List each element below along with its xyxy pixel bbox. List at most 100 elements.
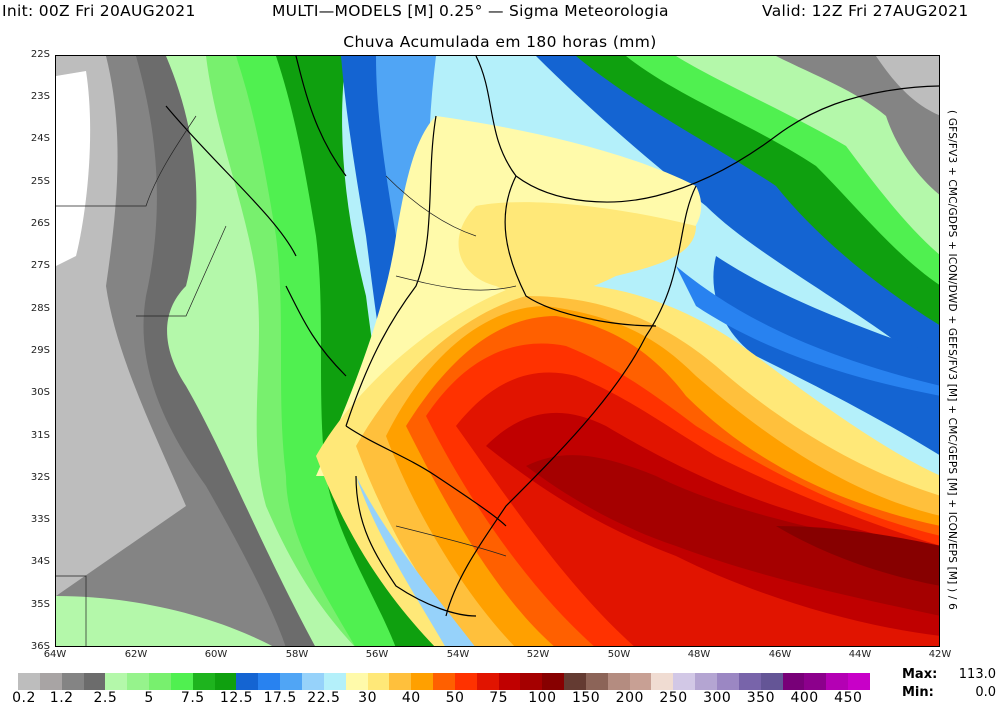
lat-label: 26S	[30, 218, 50, 229]
lon-label: 56W	[365, 649, 389, 660]
model-title: MULTI—MODELS [M] 0.25° — Sigma Meteorolo…	[272, 2, 669, 20]
init-time: Init: 00Z Fri 20AUG2021	[2, 2, 196, 20]
colorbar-label: 200	[615, 690, 644, 706]
colorbar-swatch	[345, 673, 368, 690]
lon-label: 62W	[124, 649, 148, 660]
colorbar-label: 150	[571, 690, 601, 706]
colorbar-label: 12.5	[219, 690, 254, 706]
colorbar-swatch	[476, 673, 499, 690]
lat-label: 23S	[30, 91, 50, 102]
colorbar-label: 7.5	[180, 690, 205, 706]
colorbar-label: 5	[144, 690, 154, 706]
lat-label: 27S	[30, 260, 50, 271]
colorbar-swatch	[433, 673, 455, 690]
colorbar-swatch	[498, 673, 521, 690]
colorbar-swatch	[454, 673, 477, 690]
chart-title: Chuva Acumulada em 180 horas (mm)	[343, 33, 657, 51]
colorbar-label: 75	[489, 690, 509, 706]
colorbar-swatch	[389, 673, 412, 690]
lon-label: 58W	[285, 649, 309, 660]
colorbar-label: 40	[401, 690, 421, 706]
colorbar-swatch	[192, 673, 215, 690]
colorbar-swatch	[782, 673, 805, 690]
colorbar-swatch	[607, 673, 630, 690]
lat-label: 24S	[30, 133, 50, 144]
lat-label: 25S	[30, 176, 50, 187]
colorbar-swatch	[170, 673, 193, 690]
lon-label: 54W	[446, 649, 470, 660]
lon-label: 64W	[43, 649, 67, 660]
colorbar-swatch	[520, 673, 543, 690]
colorbar-swatch	[149, 673, 171, 690]
lon-label: 60W	[204, 649, 228, 660]
colorbar-swatch	[127, 673, 150, 690]
colorbar-swatch	[542, 673, 565, 690]
colorbar-swatch	[673, 673, 696, 690]
colorbar-swatch	[651, 673, 674, 690]
colorbar-swatch	[280, 673, 302, 690]
colorbar-swatch	[804, 673, 827, 690]
max-label: Max:	[902, 667, 938, 682]
colorbar-label: 17.5	[263, 690, 297, 706]
colorbar-swatch	[83, 673, 106, 690]
colorbar-swatch	[301, 673, 324, 690]
colorbar-swatch	[564, 673, 586, 690]
ensemble-formula-text: ( GFS/FV3 + CMC/GDPS + ICON/DWD + GEFS/F…	[946, 110, 958, 610]
colorbar-label: 50	[445, 690, 465, 706]
lat-label: 30S	[30, 387, 50, 398]
colorbar-swatch	[214, 673, 237, 690]
colorbar-swatch	[18, 673, 40, 690]
colorbar-swatch	[411, 673, 434, 690]
lon-label: 42W	[928, 649, 952, 660]
colorbar-label: 250	[659, 690, 688, 706]
colorbar-swatch	[695, 673, 717, 690]
colorbar-swatch	[760, 673, 783, 690]
colorbar-swatch	[323, 673, 346, 690]
colorbar-label: 450	[834, 690, 863, 706]
lat-label: 28S	[30, 303, 50, 314]
lat-label: 32S	[30, 472, 50, 483]
lat-label: 33S	[30, 514, 50, 525]
colorbar-swatch	[39, 673, 62, 690]
lon-label: 52W	[526, 649, 550, 660]
lat-label: 31S	[30, 430, 50, 441]
colorbar-swatch	[629, 673, 652, 690]
min-label: Min:	[902, 685, 934, 700]
colorbar-swatch	[848, 673, 870, 690]
colorbar-swatch	[826, 673, 849, 690]
colorbar-label: 350	[746, 690, 775, 706]
lon-label: 50W	[607, 649, 631, 660]
lon-label: 46W	[768, 649, 792, 660]
colorbar-label: 100	[528, 690, 557, 706]
max-min-stats: Max: 113.0 Min: 0.0	[902, 666, 996, 702]
lat-label: 35S	[30, 599, 50, 610]
lat-label: 36S	[30, 641, 50, 652]
lat-label: 29S	[30, 345, 50, 356]
max-value: 113.0	[958, 667, 996, 682]
colorbar-swatch	[585, 673, 608, 690]
colorbar-label: 2.5	[93, 690, 118, 706]
colorbar-swatch	[367, 673, 390, 690]
colorbar-swatch	[105, 673, 128, 690]
colorbar-swatch	[717, 673, 739, 690]
lat-label: 22S	[30, 49, 50, 60]
colorbar-label: 30	[358, 690, 377, 706]
ensemble-formula-label: ( GFS/FV3 + CMC/GDPS + ICON/DWD + GEFS/F…	[944, 110, 960, 610]
colorbar-swatch	[738, 673, 761, 690]
colorbar-label: 0.2	[12, 690, 36, 706]
colorbar-swatch	[61, 673, 84, 690]
lon-label: 44W	[848, 649, 872, 660]
colorbar-swatch	[236, 673, 259, 690]
precipitation-field	[56, 56, 939, 646]
colorbar-label: 400	[790, 690, 819, 706]
colorbar-label: 1.2	[49, 690, 74, 706]
colorbar-label: 22.5	[307, 690, 341, 706]
precipitation-map: SIGMA ETEOROLOGIA	[55, 55, 940, 647]
lon-label: 48W	[687, 649, 711, 660]
lat-label: 34S	[30, 556, 50, 567]
colorbar-label: 300	[703, 690, 732, 706]
valid-time: Valid: 12Z Fri 27AUG2021	[762, 2, 969, 20]
colorbar-swatch	[258, 673, 281, 690]
min-value: 0.0	[975, 685, 996, 700]
colorbar	[18, 673, 870, 690]
